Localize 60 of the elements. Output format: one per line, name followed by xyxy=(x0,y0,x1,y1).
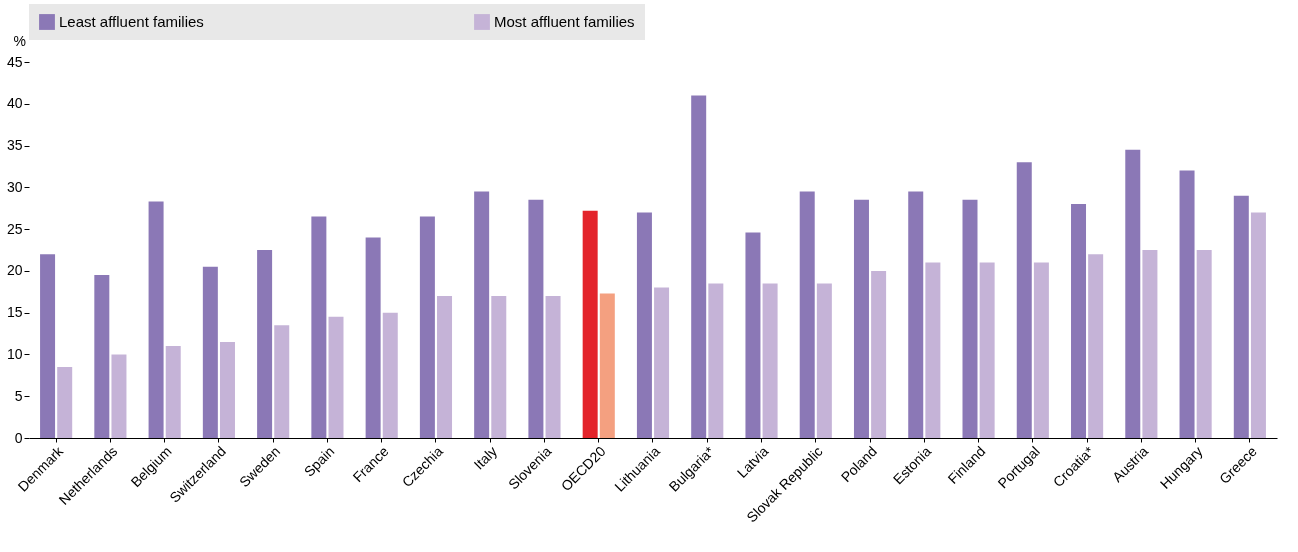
bar xyxy=(1233,195,1249,438)
bar xyxy=(545,295,561,438)
y-tick-label: 15 xyxy=(6,304,23,321)
bar xyxy=(1088,254,1104,438)
bar xyxy=(1142,250,1158,438)
x-tick-label: Italy xyxy=(470,443,501,473)
bar xyxy=(40,254,56,438)
bar xyxy=(708,283,724,438)
bar xyxy=(311,216,327,438)
bar xyxy=(1179,170,1195,438)
legend-label: Most affluent families xyxy=(494,13,635,30)
bar xyxy=(853,199,869,438)
bar xyxy=(1250,212,1266,438)
bar xyxy=(762,283,778,438)
bar xyxy=(437,295,453,438)
y-tick-label: 40 xyxy=(6,95,23,112)
bar xyxy=(1016,162,1032,438)
bar xyxy=(1125,149,1141,438)
bar xyxy=(165,346,181,438)
bar xyxy=(1196,250,1212,438)
legend-label: Least affluent families xyxy=(59,13,204,30)
bar xyxy=(745,232,761,438)
bar xyxy=(219,341,235,438)
bar xyxy=(691,95,707,438)
y-tick-label: 0 xyxy=(14,429,23,446)
y-tick-label: 45 xyxy=(6,53,23,70)
bar xyxy=(57,366,73,438)
bar xyxy=(654,287,670,438)
bar xyxy=(871,270,887,438)
bar xyxy=(816,283,832,438)
bar xyxy=(257,250,273,438)
bar xyxy=(94,275,110,438)
y-tick-label: 10 xyxy=(6,345,23,362)
bar xyxy=(474,191,490,438)
bar xyxy=(111,354,127,438)
bar xyxy=(1071,204,1087,438)
y-tick-label: 20 xyxy=(6,262,23,279)
bar xyxy=(148,201,164,438)
y-tick-label: 25 xyxy=(6,220,23,237)
bar xyxy=(908,191,924,438)
y-tick-label: 5 xyxy=(14,387,23,404)
bar xyxy=(582,210,598,438)
bar xyxy=(202,266,218,438)
bar xyxy=(328,316,344,438)
bar xyxy=(962,199,978,438)
bar xyxy=(636,212,652,438)
bar xyxy=(419,216,435,438)
bar xyxy=(599,293,615,438)
bar xyxy=(979,262,995,438)
bar xyxy=(365,237,381,438)
bar xyxy=(1033,262,1049,438)
bar xyxy=(799,191,815,438)
y-tick-label: 30 xyxy=(6,178,23,195)
y-axis-title: % xyxy=(13,32,26,49)
bar xyxy=(491,295,507,438)
bar xyxy=(528,199,544,438)
y-tick-label: 35 xyxy=(6,137,23,154)
bar xyxy=(274,325,290,438)
bar xyxy=(925,262,941,438)
bar xyxy=(382,312,398,438)
